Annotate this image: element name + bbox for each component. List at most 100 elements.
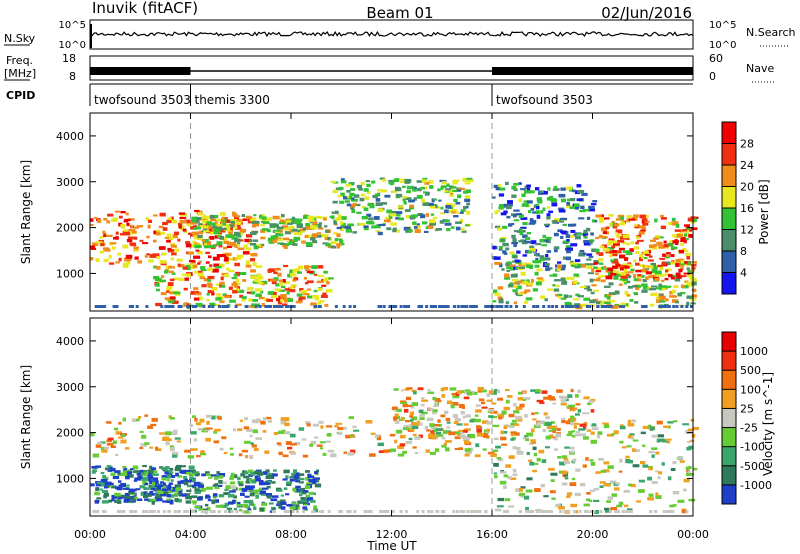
range-cell xyxy=(168,266,175,269)
range-cell xyxy=(532,469,538,473)
range-cell xyxy=(434,401,438,405)
range-cell xyxy=(626,215,633,219)
range-cell xyxy=(398,217,404,221)
range-cell xyxy=(511,242,518,245)
range-cell xyxy=(546,197,551,201)
range-cell xyxy=(141,477,149,481)
range-cell xyxy=(120,233,127,236)
range-cell xyxy=(276,442,281,445)
range-cell xyxy=(114,470,121,474)
range-cell xyxy=(185,500,191,504)
range-cell xyxy=(602,469,610,473)
freq-tick-top: 18 xyxy=(62,52,76,65)
range-cell xyxy=(259,507,264,512)
range-cell xyxy=(207,241,212,245)
range-cell xyxy=(312,510,316,513)
range-cell xyxy=(497,397,504,401)
range-cell xyxy=(284,231,292,235)
range-cell xyxy=(499,298,504,301)
range-cell xyxy=(198,260,202,263)
range-cell xyxy=(125,257,132,262)
range-cell xyxy=(170,216,174,220)
range-cell xyxy=(261,219,268,223)
range-cell xyxy=(463,423,469,426)
range-cell xyxy=(502,510,506,513)
range-cell xyxy=(292,243,298,246)
range-cell xyxy=(160,467,167,470)
range-cell xyxy=(212,256,220,261)
range-cell xyxy=(499,263,503,268)
range-cell xyxy=(283,225,288,228)
range-cell xyxy=(225,261,230,264)
range-cell xyxy=(566,492,573,496)
range-cell xyxy=(674,234,678,239)
range-cell xyxy=(241,296,247,300)
range-cell xyxy=(317,224,322,228)
range-cell xyxy=(679,292,686,295)
range-cell xyxy=(220,276,224,281)
range-cell xyxy=(538,278,545,283)
range-cell xyxy=(572,458,577,463)
range-cell xyxy=(551,425,558,428)
range-cell xyxy=(525,489,533,493)
range-cell xyxy=(223,492,230,496)
range-cell xyxy=(317,301,322,305)
range-cell xyxy=(678,268,683,273)
range-cell xyxy=(232,211,236,214)
range-cell xyxy=(576,198,583,202)
range-cell xyxy=(128,305,132,308)
range-cell xyxy=(590,439,597,444)
range-cell xyxy=(149,487,153,490)
range-cell xyxy=(618,247,625,251)
range-cell xyxy=(292,487,297,491)
range-cell xyxy=(603,305,607,308)
range-cell xyxy=(337,427,344,430)
range-cell xyxy=(276,503,283,507)
range-cell xyxy=(669,291,674,295)
range-cell xyxy=(200,452,207,456)
range-cell xyxy=(444,190,448,193)
range-cell xyxy=(238,483,244,487)
range-cell xyxy=(672,217,676,222)
range-cell xyxy=(574,259,581,263)
range-cell xyxy=(642,464,649,468)
range-cell xyxy=(552,188,560,191)
colorbar-tick-label: 25 xyxy=(740,402,754,415)
range-cell xyxy=(412,433,417,437)
range-cell xyxy=(575,403,581,406)
range-cell xyxy=(445,188,451,191)
range-cell xyxy=(303,508,308,511)
range-cell xyxy=(456,423,463,426)
range-cell xyxy=(627,263,631,267)
range-cell xyxy=(454,431,461,435)
range-cell xyxy=(550,510,553,513)
range-cell xyxy=(600,302,604,306)
range-cell xyxy=(586,429,592,432)
range-cell xyxy=(541,390,548,394)
range-cell xyxy=(576,184,582,188)
range-cell xyxy=(534,187,540,191)
range-cell xyxy=(318,510,322,513)
range-cell xyxy=(92,453,100,458)
range-cell xyxy=(622,263,628,266)
range-cell xyxy=(545,416,550,420)
range-cell xyxy=(292,279,296,282)
range-cell xyxy=(377,208,384,212)
range-cell xyxy=(259,214,263,218)
range-cell xyxy=(155,446,159,450)
range-cell xyxy=(504,498,511,502)
range-cell xyxy=(230,219,237,223)
range-cell xyxy=(405,396,412,401)
range-cell xyxy=(474,305,478,308)
range-cell xyxy=(475,404,481,407)
range-cell xyxy=(463,429,468,433)
range-cell xyxy=(560,402,567,406)
range-cell xyxy=(336,226,342,230)
range-cell xyxy=(145,217,149,221)
range-cell xyxy=(326,288,333,293)
range-cell xyxy=(217,226,223,230)
range-cell xyxy=(596,301,602,305)
range-cell xyxy=(149,446,154,449)
range-cell xyxy=(657,434,665,438)
range-cell xyxy=(541,459,547,463)
